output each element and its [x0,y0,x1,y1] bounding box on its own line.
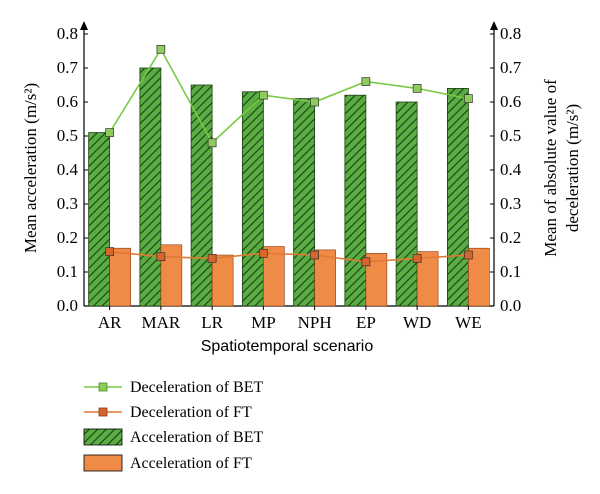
point-deceleration-of-bet [361,77,371,86]
y-tick-label-right: 0.5 [500,126,521,145]
bar-acceleration-bet [88,132,111,307]
y-tick-label-left: 0.1 [57,262,78,281]
legend-swatch-acceleration-ft [83,454,123,472]
bar-acceleration-bet [293,98,316,307]
bar-acceleration-ft [211,254,234,307]
legend-marker-deceleration-bet [98,382,108,392]
y-tick-label-right: 0.2 [500,228,521,247]
y-axis-left-arrow-icon [80,21,88,30]
point-deceleration-of-bet [105,128,114,137]
point-deceleration-of-bet [464,94,473,103]
legend-label-deceleration-bet: Deceleration of BET [130,379,264,396]
point-deceleration-of-ft [412,254,422,263]
x-tick-label: WD [403,313,431,332]
legend-label-acceleration-ft: Acceleration of FT [130,455,252,472]
legend-item-acceleration-ft: Acceleration of FT [83,454,252,472]
y-axis-title-right: Mean of absolute value of deceleration (… [541,79,582,257]
point-deceleration-of-ft [464,250,473,260]
y-tick-label-right: 0.6 [500,92,521,111]
legend: Deceleration of BET Deceleration of FT A… [83,379,264,472]
bar-acceleration-bet [446,88,469,307]
y-tick-label-right: 0.7 [500,58,522,77]
bar-acceleration-ft [314,249,336,307]
ticks: 0.0 0.0 0.1 0.1 0.2 0.2 0.3 0.3 0.4 0.4 0.5 0.5 0.6 0… [57,24,522,332]
y-axis-title-left: Mean acceleration (m/s²) [21,83,40,253]
legend-item-deceleration-bet: Deceleration of BET [84,379,264,396]
y-tick-label-left: 0.4 [57,160,79,179]
x-tick-label: MP [251,313,276,332]
y-tick-label-right: 0.8 [500,24,521,43]
x-tick-label: AR [98,313,122,332]
x-tick-label: NPH [298,313,332,332]
bar-acceleration-ft [416,251,439,307]
x-axis-title: Spatiotemporal scenario [201,338,374,355]
bar-acceleration-ft [263,246,285,307]
bar-acceleration-bet [344,94,367,307]
y-tick-label-left: 0.8 [57,24,78,43]
line-deceleration-of-bet [108,47,469,145]
y-tick-label-right: 0.0 [500,296,521,315]
legend-item-acceleration-bet: Acceleration of BET [83,428,264,446]
y-tick-label-right: 0.3 [500,194,521,213]
point-deceleration-of-bet [156,44,166,54]
bar-acceleration-bet [139,67,162,307]
y-tick-label-right: 0.1 [500,262,521,281]
point-deceleration-of-bet [207,138,217,148]
bar-acceleration-ft [160,244,183,307]
y-tick-label-right: 0.4 [500,160,522,179]
y-axis-title-right-line2: deceleration (m/s²) [563,104,582,232]
point-deceleration-of-ft [156,252,166,262]
y-tick-label-left: 0.3 [57,194,78,213]
legend-label-deceleration-ft: Deceleration of FT [130,404,252,421]
line-deceleration-of-ft [109,250,469,263]
bar-acceleration-ft [365,253,388,307]
x-tick-label: EP [356,313,376,332]
legend-marker-deceleration-ft [98,407,108,417]
point-deceleration-of-bet [412,84,422,93]
point-deceleration-of-bet [259,90,268,100]
y-tick-label-left: 0.5 [57,126,78,145]
bar-acceleration-ft [468,247,490,307]
y-tick-label-left: 0.2 [57,228,78,247]
point-deceleration-of-ft [207,254,217,263]
bar-acceleration-bet [241,91,264,307]
legend-item-deceleration-ft: Deceleration of FT [84,404,252,421]
y-axis-right-arrow-icon [490,21,498,30]
point-deceleration-of-ft [105,247,114,256]
bar-acceleration-bet [395,101,418,307]
y-tick-label-left: 0.0 [57,296,78,315]
point-deceleration-of-ft [361,257,371,267]
point-deceleration-of-ft [310,250,319,260]
x-tick-label: MAR [142,313,181,332]
bar-acceleration-ft [109,247,131,307]
point-deceleration-of-ft [259,248,268,258]
y-tick-label-left: 0.7 [57,58,79,77]
legend-label-acceleration-bet: Acceleration of BET [130,429,264,446]
point-deceleration-of-bet [310,97,319,107]
y-tick-label-left: 0.6 [57,92,78,111]
y-axis-title-right-line1: Mean of absolute value of [541,79,560,257]
bar-acceleration-bet [190,84,213,307]
lines [105,44,473,267]
x-tick-label: WE [455,313,481,332]
bars [88,67,490,307]
x-tick-label: LR [201,313,223,332]
legend-swatch-acceleration-bet [83,428,123,446]
